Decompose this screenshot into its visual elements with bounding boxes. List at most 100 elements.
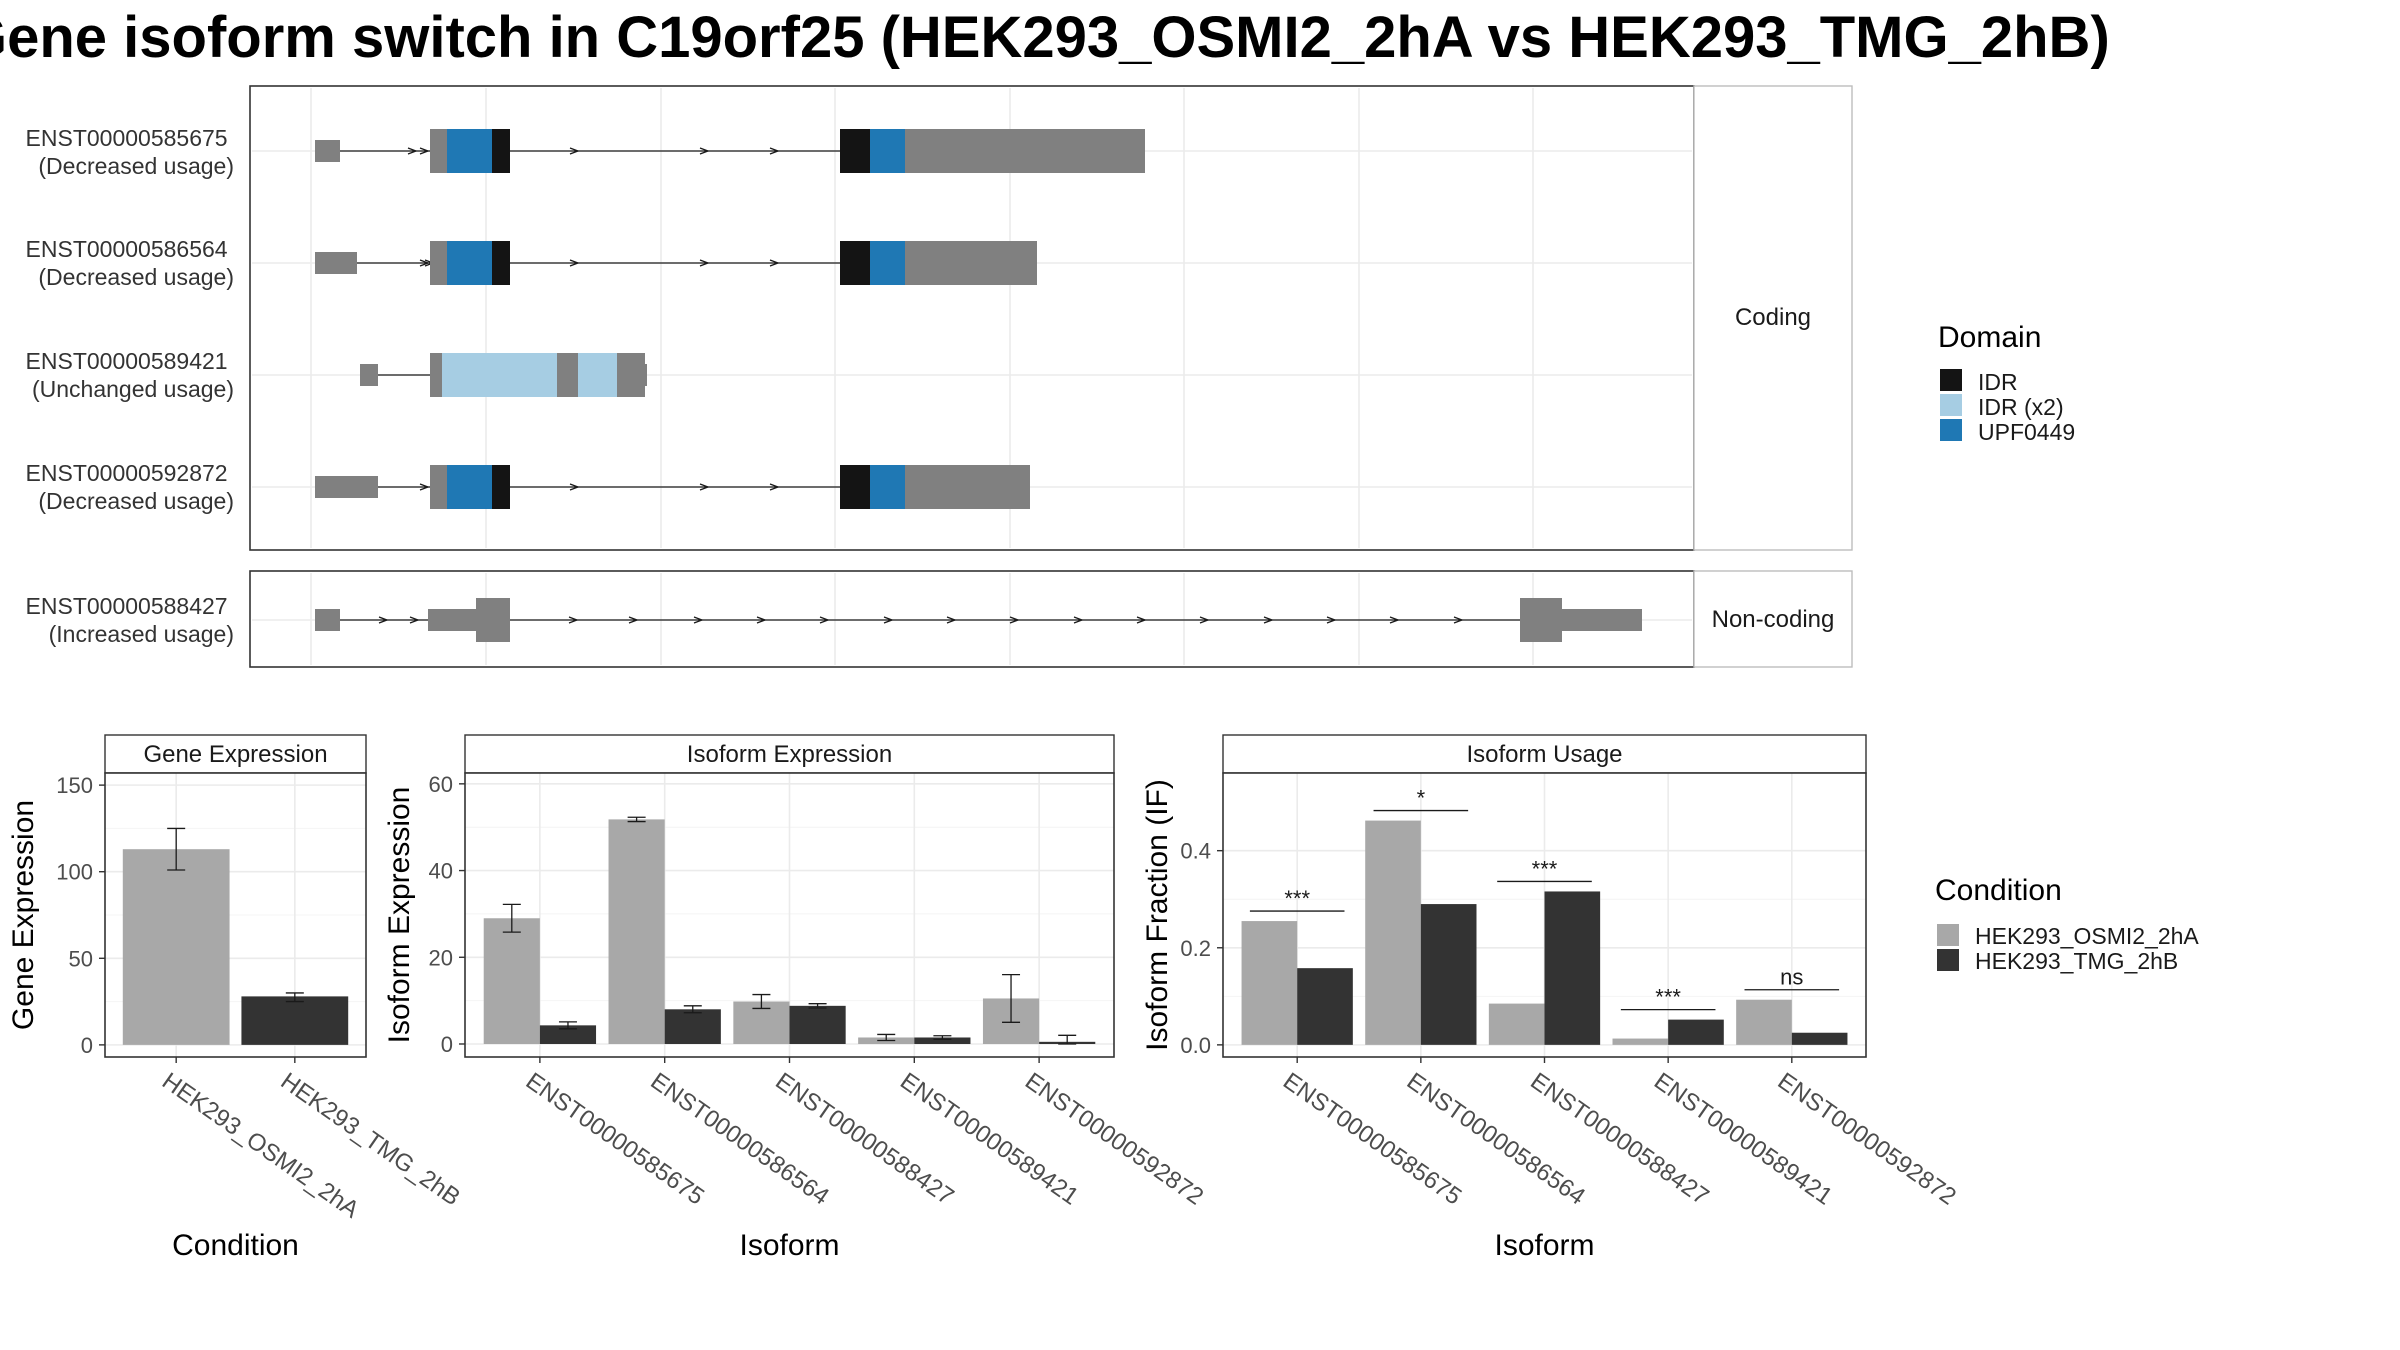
bar-condition-b xyxy=(1791,1032,1848,1045)
y-tick-label: 100 xyxy=(56,860,93,885)
strand-arrow xyxy=(1326,616,1337,624)
legend-swatch-upf0449 xyxy=(1940,419,1962,441)
strand-arrow xyxy=(569,483,580,491)
isoform-usage-chart: Isoform Usage0.00.20.4**********nsENST00… xyxy=(1141,734,1961,1262)
strand-arrow xyxy=(769,483,780,491)
isoform-label-592872: ENST00000592872 (Decreased usage) xyxy=(26,460,234,514)
y-tick-label: 0.4 xyxy=(1180,839,1211,864)
strand-arrow xyxy=(1073,616,1084,624)
panel-strip xyxy=(104,734,367,774)
strand-arrow xyxy=(946,616,957,624)
bar-condition-a xyxy=(1365,820,1421,1045)
bar-condition-a xyxy=(122,849,230,1045)
strand-arrow xyxy=(419,259,430,267)
legend-swatch-condition-b xyxy=(1937,949,1959,971)
exon-block xyxy=(428,609,478,631)
domain-legend: Domain IDR IDR (x2) UPF0449 xyxy=(1938,321,2075,445)
strand-arrow xyxy=(819,616,830,624)
noncoding-strip-label: Non-coding xyxy=(1712,606,1835,633)
bar-condition-a xyxy=(608,819,665,1044)
plot-frame xyxy=(104,772,367,1058)
coding-strip xyxy=(1693,85,1853,551)
panel-strip xyxy=(1222,734,1867,774)
strand-arrow xyxy=(569,147,580,155)
bar-condition-b xyxy=(914,1037,971,1044)
y-axis-title: Isoform Expression xyxy=(383,787,416,1044)
bar-condition-a xyxy=(1612,1038,1669,1045)
bar-condition-a xyxy=(1241,921,1298,1045)
legend-label-idr-x2: IDR (x2) xyxy=(1978,394,2064,420)
exon-block xyxy=(1560,609,1642,631)
x-axis-title: Isoform xyxy=(1494,1229,1594,1262)
exon-block xyxy=(476,598,510,642)
domain-upf0449 xyxy=(447,129,492,173)
bar-condition-a xyxy=(1488,1003,1545,1045)
isoform-expression-chart: Isoform Expression0204060ENST00000585675… xyxy=(383,734,1208,1262)
domain-upf0449 xyxy=(870,465,905,509)
x-tick-label: HEK293_OSMI2_2hA xyxy=(157,1068,364,1224)
legend-label-condition-a: HEK293_OSMI2_2hA xyxy=(1975,923,2199,949)
legend-label-condition-b: HEK293_TMG_2hB xyxy=(1975,948,2178,974)
isoform-label-589421: ENST00000589421 (Unchanged usage) xyxy=(26,348,234,402)
figure-title: Gene isoform switch in C19orf25 (HEK293_… xyxy=(0,5,2110,70)
isoform-label-586564: ENST00000586564 (Decreased usage) xyxy=(26,236,234,290)
significance-label: * xyxy=(1417,786,1426,811)
domain-idr xyxy=(840,465,870,509)
bar-condition-b xyxy=(789,1005,846,1044)
transcript-models xyxy=(315,129,1642,642)
strand-arrow xyxy=(1009,616,1020,624)
strand-arrow xyxy=(409,616,420,624)
y-tick-label: 0.0 xyxy=(1180,1033,1211,1058)
strand-arrow xyxy=(693,616,704,624)
domain-idr-x2 xyxy=(442,353,557,397)
strand-arrow xyxy=(883,616,894,624)
y-axis-title: Gene Expression xyxy=(7,800,40,1030)
bar-condition-b xyxy=(664,1009,721,1044)
strand-arrow xyxy=(756,616,767,624)
y-tick-label: 0 xyxy=(81,1033,93,1058)
bar-condition-a xyxy=(1736,999,1792,1045)
panel-title: Isoform Usage xyxy=(1466,741,1622,768)
exon-block xyxy=(618,364,647,386)
y-tick-label: 50 xyxy=(69,946,93,971)
domain-upf0449 xyxy=(447,465,492,509)
figure-title-container: Gene isoform switch in C19orf25 (HEK293_… xyxy=(0,4,2400,88)
isoform-label-585675: ENST00000585675 (Decreased usage) xyxy=(26,125,234,179)
legend-label-idr: IDR xyxy=(1978,369,2018,395)
domain-idr xyxy=(840,129,870,173)
condition-legend-title: Condition xyxy=(1935,874,2062,907)
domain-idr xyxy=(492,465,510,509)
bar-condition-b xyxy=(241,996,349,1045)
panel-title: Isoform Expression xyxy=(687,741,892,768)
strand-arrow xyxy=(569,259,580,267)
strand-arrow xyxy=(568,616,579,624)
strand-arrow xyxy=(1453,616,1464,624)
strand-arrow xyxy=(769,259,780,267)
domain-idr xyxy=(492,241,510,285)
exon-block xyxy=(315,140,340,162)
strand-arrow xyxy=(699,259,710,267)
strand-arrow xyxy=(699,483,710,491)
strand-arrow xyxy=(1389,616,1400,624)
domain-legend-title: Domain xyxy=(1938,321,2041,354)
significance-label: *** xyxy=(1532,856,1558,881)
domain-upf0449 xyxy=(447,241,492,285)
y-tick-label: 60 xyxy=(429,772,453,797)
y-tick-label: 40 xyxy=(429,859,453,884)
exon-block xyxy=(315,476,378,498)
exon-block xyxy=(1520,598,1562,642)
domain-idr xyxy=(492,129,510,173)
strand-arrow xyxy=(1263,616,1274,624)
exon-block xyxy=(360,364,378,386)
exon-block xyxy=(315,252,357,274)
exon-block xyxy=(315,609,340,631)
strand-arrow xyxy=(419,483,430,491)
bar-condition-b xyxy=(1668,1019,1724,1045)
x-axis-title: Isoform xyxy=(739,1229,839,1262)
significance-label: *** xyxy=(1655,985,1681,1010)
panel-title: Gene Expression xyxy=(143,741,327,768)
y-axis-title: Isoform Fraction (IF) xyxy=(1141,779,1174,1051)
significance-label: *** xyxy=(1284,886,1310,911)
domain-upf0449 xyxy=(870,241,905,285)
